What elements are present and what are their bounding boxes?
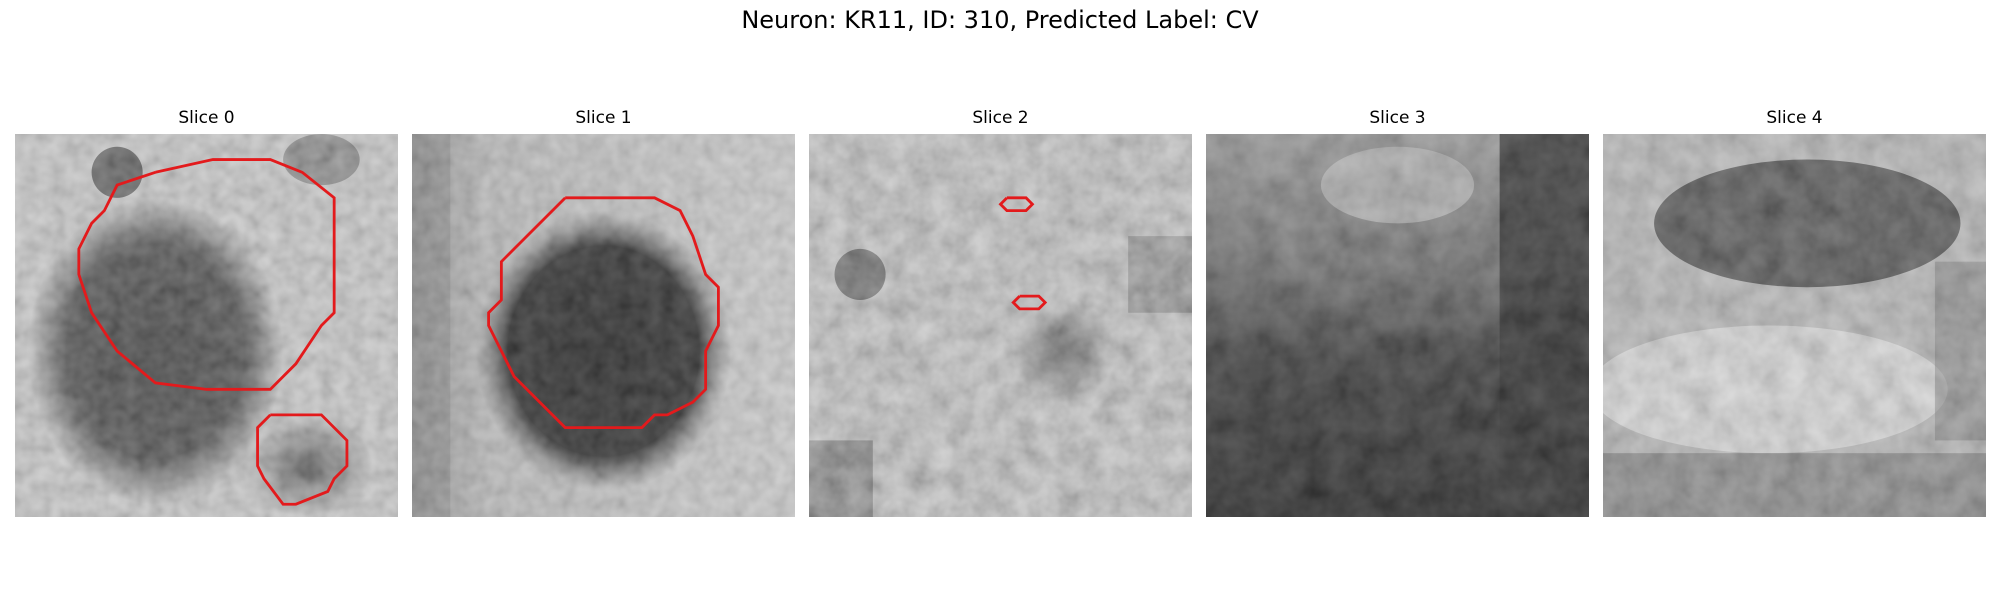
slice-1-title: Slice 1 (575, 108, 632, 128)
slice-0-contour-large (77, 158, 336, 391)
slice-3-canvas (1206, 134, 1589, 517)
slice-2-title: Slice 2 (972, 108, 1029, 128)
slice-2-canvas (809, 134, 1192, 517)
slice-2-contour-upper (998, 196, 1035, 213)
slice-1-image (412, 134, 795, 517)
slice-4-title: Slice 4 (1766, 108, 1823, 128)
slice-3-title: Slice 3 (1369, 108, 1426, 128)
slice-0-image (15, 134, 398, 517)
slice-0-contour-small (256, 413, 349, 506)
slice-2-contour-lower (1011, 294, 1048, 311)
figure-title: Neuron: KR11, ID: 310, Predicted Label: … (741, 6, 1259, 34)
slice-1-contour (487, 196, 720, 430)
slice-1-canvas (412, 134, 795, 517)
slice-2-image (809, 134, 1192, 517)
slice-4-canvas (1603, 134, 1986, 517)
slice-4-image (1603, 134, 1986, 517)
slice-0-title: Slice 0 (178, 108, 235, 128)
slice-0-canvas (15, 134, 398, 517)
slice-3-image (1206, 134, 1589, 517)
